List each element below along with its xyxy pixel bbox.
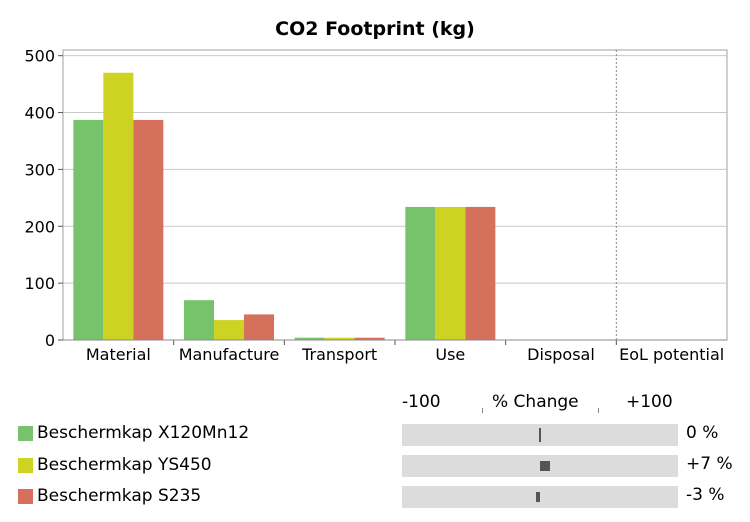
legend-swatch-ys450 [18, 457, 33, 473]
change-header: -100 % Change +100 [402, 390, 678, 416]
bar [214, 320, 244, 340]
change-marker [539, 428, 541, 442]
y-tick-label: 200 [24, 217, 55, 236]
x-tick-label: Disposal [527, 345, 595, 364]
legend-item-s235: Beschermkap S235 [18, 485, 201, 507]
legend-label-s235: Beschermkap S235 [37, 486, 202, 506]
change-bar-x120mn12 [402, 424, 678, 446]
chart-title: CO2 Footprint (kg) [275, 18, 475, 40]
x-tick-label: Transport [301, 345, 377, 364]
bar [405, 206, 436, 340]
bar [465, 206, 496, 340]
change-bar-s235 [402, 486, 678, 508]
bar [73, 119, 104, 340]
legend-swatch-s235 [18, 488, 33, 504]
y-tick-label: 400 [24, 104, 55, 123]
bar [244, 314, 274, 340]
bar [103, 72, 134, 341]
bar [294, 337, 325, 340]
y-tick-label: 100 [24, 274, 55, 293]
x-tick-label: Manufacture [179, 345, 280, 364]
co2-bar-chart: 0 100 200 300 400 500 Material Manufacture Trans… [24, 47, 728, 364]
bar [354, 337, 385, 340]
change-value-s235: -3 % [686, 485, 725, 505]
change-marker [535, 492, 540, 502]
change-value-ys450: +7 % [686, 454, 733, 474]
bar [324, 337, 355, 340]
change-value-x120mn12: 0 % [686, 423, 719, 443]
change-title: % Change [492, 392, 579, 412]
change-marker [540, 461, 550, 471]
legend-item-ys450: Beschermkap YS450 [18, 454, 212, 476]
x-tick-label: Material [86, 345, 151, 364]
y-tick-label: 500 [24, 47, 55, 66]
legend-item-x120mn12: Beschermkap X120Mn12 [18, 422, 249, 444]
change-tick [482, 408, 483, 413]
legend-swatch-x120mn12 [18, 425, 33, 441]
bar [435, 206, 466, 340]
bar [184, 300, 214, 340]
legend-label-ys450: Beschermkap YS450 [37, 455, 212, 475]
change-max-label: +100 [626, 392, 673, 412]
change-tick [598, 408, 599, 413]
y-tick-label: 0 [45, 331, 55, 350]
x-tick-label: EoL potential [619, 345, 724, 364]
legend-label-x120mn12: Beschermkap X120Mn12 [37, 423, 250, 443]
y-tick-label: 300 [24, 160, 55, 179]
change-min-label: -100 [402, 392, 441, 412]
change-bar-ys450 [402, 455, 678, 477]
x-tick-label: Use [435, 345, 465, 364]
bar [133, 119, 164, 340]
